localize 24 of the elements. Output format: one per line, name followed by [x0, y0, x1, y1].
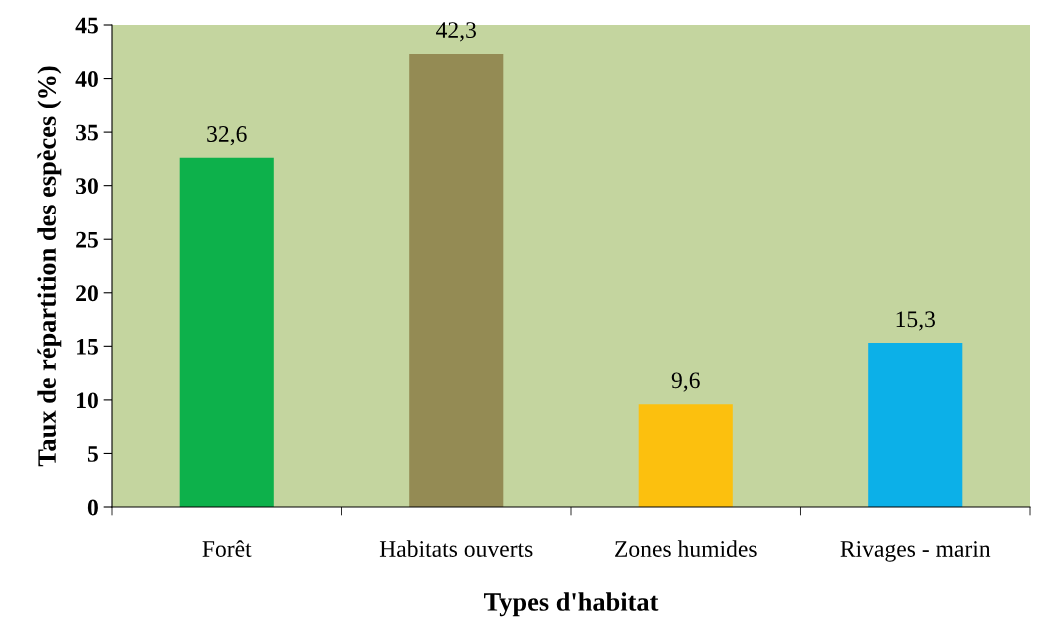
bar: [409, 53, 504, 507]
y-tick-label: 35: [76, 124, 98, 141]
x-axis-title: Types d'habitat: [484, 592, 659, 617]
x-tick-label: Habitats ouverts: [379, 540, 533, 557]
x-tick-label: Forêt: [202, 540, 252, 557]
y-tick-label: 15: [77, 338, 98, 355]
y-tick-label: 40: [75, 71, 98, 87]
y-tick-label: 5: [87, 446, 98, 462]
y-tick-label: 20: [76, 285, 98, 302]
y-tick-label: 30: [76, 178, 98, 195]
y-tick-label: 0: [87, 499, 98, 516]
bar: [179, 157, 274, 507]
y-tick-label: 10: [77, 392, 98, 409]
data-label: 42,3: [436, 22, 476, 42]
x-tick-label: Rivages - marin: [840, 541, 991, 562]
y-tick-label: 25: [76, 231, 98, 248]
data-label: 32,6: [207, 126, 247, 146]
bar: [638, 404, 733, 507]
data-label: 15,3: [896, 311, 935, 331]
data-label: 9,6: [671, 372, 700, 392]
x-tick-label: Zones humides: [615, 540, 757, 557]
bar: [868, 343, 963, 507]
y-axis-title: Taux de répartition des espèces (%): [37, 66, 62, 467]
y-tick-label: 45: [75, 17, 98, 34]
